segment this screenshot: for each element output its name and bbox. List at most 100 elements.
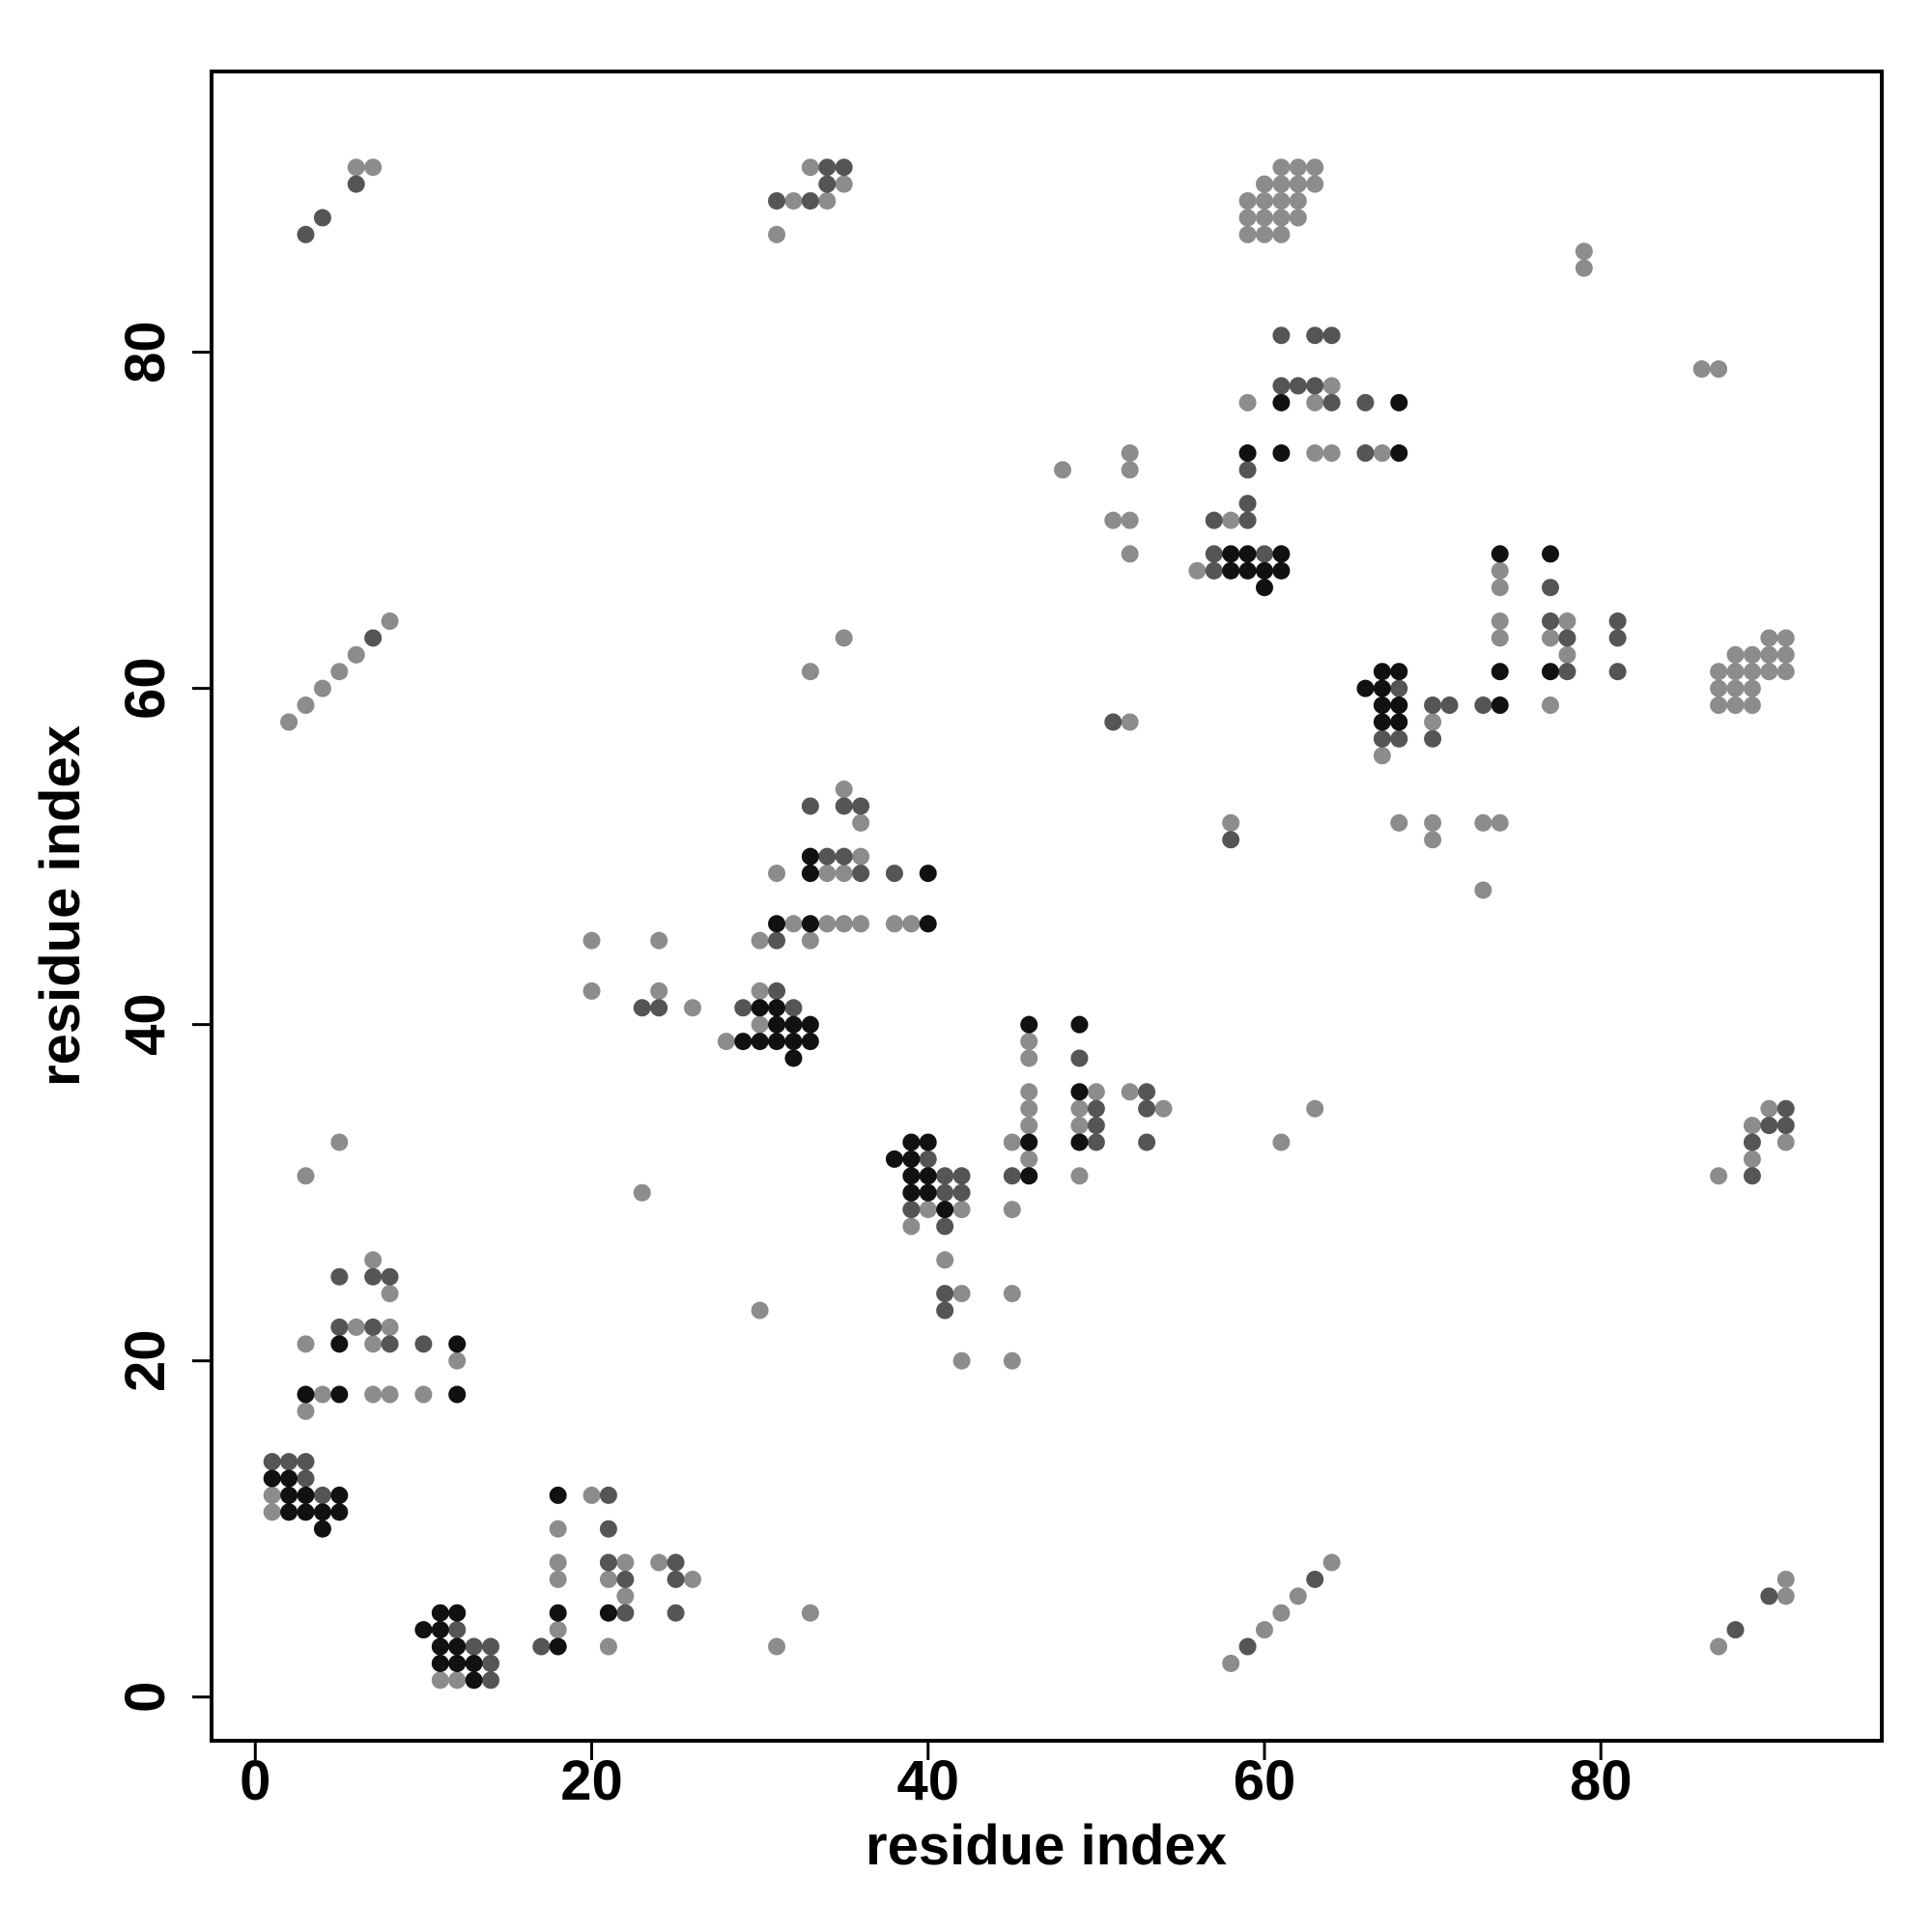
point	[1222, 545, 1240, 563]
point	[263, 1486, 281, 1504]
point	[280, 713, 298, 731]
point	[1491, 561, 1509, 580]
point	[364, 158, 383, 177]
point	[1356, 444, 1375, 463]
point	[1491, 629, 1509, 647]
point	[549, 1520, 567, 1538]
point	[1726, 679, 1745, 697]
point	[1390, 729, 1408, 748]
point	[952, 1285, 971, 1303]
point	[1373, 679, 1391, 697]
point	[1776, 1117, 1795, 1135]
point	[1306, 377, 1324, 395]
point	[902, 1201, 921, 1219]
point	[801, 931, 819, 950]
point	[1575, 259, 1593, 277]
point	[1322, 393, 1341, 412]
point	[835, 175, 853, 193]
point	[818, 191, 837, 210]
point	[465, 1654, 483, 1672]
point	[801, 1604, 819, 1622]
point	[784, 1049, 803, 1067]
point	[1020, 1083, 1038, 1101]
point	[1255, 561, 1273, 580]
point	[1020, 1099, 1038, 1118]
point	[599, 1570, 617, 1588]
point	[1776, 1099, 1795, 1118]
point	[919, 1201, 937, 1219]
point	[1558, 645, 1577, 664]
point	[852, 847, 870, 866]
point	[1322, 1553, 1341, 1572]
point	[330, 1133, 349, 1151]
point	[313, 1503, 331, 1521]
point	[381, 1318, 399, 1336]
point	[431, 1604, 449, 1622]
x-tick-label: 0	[240, 1749, 270, 1812]
point	[1104, 511, 1122, 529]
point	[902, 1183, 921, 1202]
point	[549, 1570, 567, 1588]
point	[364, 1385, 383, 1404]
point	[1306, 158, 1324, 177]
point	[1424, 831, 1442, 849]
point	[599, 1637, 617, 1656]
point	[1020, 1033, 1038, 1051]
point	[431, 1654, 449, 1672]
point	[549, 1637, 567, 1656]
point	[784, 1015, 803, 1034]
point	[1003, 1285, 1021, 1303]
point	[263, 1453, 281, 1471]
point	[465, 1637, 483, 1656]
point	[1710, 1167, 1728, 1185]
point	[1575, 242, 1593, 261]
point	[1238, 444, 1257, 463]
point	[1491, 663, 1509, 681]
point	[768, 981, 786, 1000]
point	[1743, 679, 1761, 697]
point	[784, 1033, 803, 1051]
point	[633, 1183, 651, 1202]
point	[1390, 713, 1408, 731]
point	[1424, 713, 1442, 731]
point	[599, 1553, 617, 1572]
point	[784, 191, 803, 210]
point	[1390, 393, 1408, 412]
point	[1541, 579, 1559, 597]
point	[768, 865, 786, 883]
point	[1306, 1570, 1324, 1588]
point	[616, 1587, 635, 1605]
point	[1776, 645, 1795, 664]
point	[936, 1285, 954, 1303]
point	[1003, 1201, 1021, 1219]
point	[936, 1183, 954, 1202]
point	[1255, 191, 1273, 210]
point	[313, 209, 331, 227]
point	[936, 1167, 954, 1185]
point	[784, 915, 803, 933]
point	[818, 865, 837, 883]
point	[297, 1469, 315, 1488]
point	[1541, 629, 1559, 647]
point	[952, 1351, 971, 1370]
point	[1760, 1587, 1778, 1605]
point	[1238, 495, 1257, 513]
point	[683, 1570, 701, 1588]
point	[1743, 1117, 1761, 1135]
point	[902, 1150, 921, 1168]
point	[1255, 225, 1273, 243]
point	[448, 1671, 467, 1690]
point	[448, 1335, 467, 1353]
point	[1272, 209, 1291, 227]
point	[263, 1503, 281, 1521]
point	[482, 1671, 500, 1690]
point	[1222, 511, 1240, 529]
point	[1743, 645, 1761, 664]
point	[1087, 1133, 1105, 1151]
point	[633, 999, 651, 1017]
point	[1306, 327, 1324, 345]
point	[1306, 444, 1324, 463]
point	[1238, 461, 1257, 479]
point	[364, 629, 383, 647]
point	[751, 1015, 769, 1034]
